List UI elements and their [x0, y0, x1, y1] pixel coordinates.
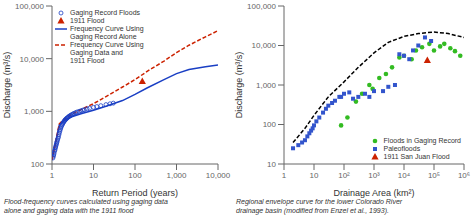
- svg-text:10⁵: 10⁵: [428, 171, 440, 180]
- html-text:Paleofloods: Paleofloods: [383, 145, 421, 152]
- html-text:Frequency Curve Using Gaging D: Frequency Curve Using Gaging Data and 19…: [70, 41, 144, 64]
- svg-text:10,000: 10,000: [206, 171, 231, 180]
- svg-text:10,000: 10,000: [252, 41, 277, 50]
- svg-text:100,000: 100,000: [247, 2, 276, 11]
- html-text:Gaging Record Floods: Gaging Record Floods: [70, 9, 140, 16]
- svg-text:Drainage Area (km²): Drainage Area (km²): [333, 188, 414, 198]
- svg-text:10: 10: [89, 171, 98, 180]
- html-text:Floods in Gaging Record: Floods in Gaging Record: [383, 137, 461, 144]
- svg-text:10⁶: 10⁶: [458, 171, 466, 180]
- svg-text:10: 10: [310, 171, 319, 180]
- svg-text:10³: 10³: [368, 171, 380, 180]
- html-text:1911 Flood: 1911 Flood: [70, 17, 105, 24]
- svg-text:Return Period (years): Return Period (years): [92, 188, 178, 198]
- svg-text:1,000: 1,000: [24, 107, 45, 116]
- svg-text:100,000: 100,000: [15, 2, 44, 11]
- svg-text:100: 100: [31, 160, 45, 169]
- svg-text:1: 1: [50, 171, 55, 180]
- html-text:Frequency Curve Using Gaging R: Frequency Curve Using Gaging Record Alon…: [70, 25, 144, 40]
- html-text:Regional envelope curve for th: Regional envelope curve for the lower Co…: [236, 198, 403, 214]
- svg-text:Discharge (m³/s): Discharge (m³/s): [234, 52, 244, 119]
- svg-text:10: 10: [267, 160, 276, 169]
- svg-text:100: 100: [263, 120, 277, 129]
- svg-text:10²: 10²: [338, 171, 350, 180]
- svg-text:Discharge (m³/s): Discharge (m³/s): [8, 52, 12, 119]
- svg-text:100: 100: [128, 171, 142, 180]
- svg-text:1,000: 1,000: [256, 81, 277, 90]
- svg-text:10,000: 10,000: [20, 55, 45, 64]
- svg-text:1,000: 1,000: [166, 171, 187, 180]
- svg-text:10⁴: 10⁴: [398, 171, 411, 180]
- html-text:Flood-frequency curves calcula: Flood-frequency curves calculated using …: [4, 198, 168, 214]
- svg-text:1: 1: [282, 171, 287, 180]
- html-text:1911 San Juan Flood: 1911 San Juan Flood: [383, 153, 450, 160]
